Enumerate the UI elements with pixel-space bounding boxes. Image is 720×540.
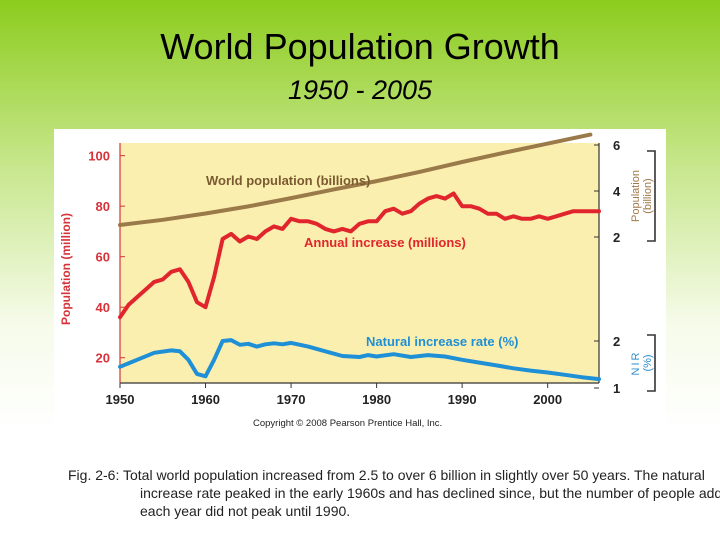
x-tick-label: 1950 (106, 392, 135, 407)
population-chart: 1950 1960 1970 1980 1990 2000 20 40 60 80 100 Popu… (54, 129, 666, 432)
nir-axis-unit: (%) (642, 354, 654, 371)
series-label-world-population: World population (billions) (206, 173, 370, 188)
right-population-tick-label: 6 (613, 138, 620, 153)
left-axis: 20 40 60 80 100 Population (million) (59, 143, 125, 383)
x-tick-label: 1960 (191, 392, 220, 407)
series-label-annual-increase: Annual increase (millions) (304, 235, 466, 250)
population-bracket (647, 150, 656, 242)
left-tick-label: 20 (96, 351, 110, 366)
x-axis: 1950 1960 1970 1980 1990 2000 (106, 382, 599, 407)
population-axis-label: Population (630, 170, 642, 222)
right-nir-tick-label: 2 (613, 334, 620, 349)
left-tick-label: 60 (96, 250, 110, 265)
right-nir-tick-label: 1 (613, 381, 620, 396)
x-tick-label: 1990 (448, 392, 477, 407)
chart-series (118, 132, 601, 382)
population-axis-unit: (billion) (642, 178, 654, 213)
right-population-tick-label: 4 (613, 184, 621, 199)
left-tick-label: 100 (88, 149, 110, 164)
series-label-nir: Natural increase rate (%) (366, 334, 518, 349)
world-population-line (118, 132, 593, 227)
nir-axis-label: NIR (630, 351, 642, 376)
slide-subtitle: 1950 - 2005 (287, 75, 433, 105)
left-tick-label: 80 (96, 199, 110, 214)
x-tick-label: 1970 (277, 392, 306, 407)
right-axis: 2 4 6 1 2 Population (billion) NIR (%) (594, 138, 656, 396)
left-axis-label: Population (million) (59, 213, 73, 325)
figure-caption: Fig. 2-6: Total world population increas… (68, 467, 720, 519)
slide-title: World Population Growth (160, 26, 560, 67)
chart-svg: 1950 1960 1970 1980 1990 2000 20 40 60 80 100 Popu… (59, 132, 656, 429)
x-tick-label: 2000 (533, 392, 562, 407)
x-tick-label: 1980 (362, 392, 391, 407)
copyright-text: Copyright © 2008 Pearson Prentice Hall, … (253, 418, 442, 429)
nir-bracket (647, 334, 656, 392)
left-tick-label: 40 (96, 300, 110, 315)
annual-increase-line (118, 191, 601, 320)
natural-increase-rate-line (118, 338, 601, 382)
right-population-tick-label: 2 (613, 230, 620, 245)
